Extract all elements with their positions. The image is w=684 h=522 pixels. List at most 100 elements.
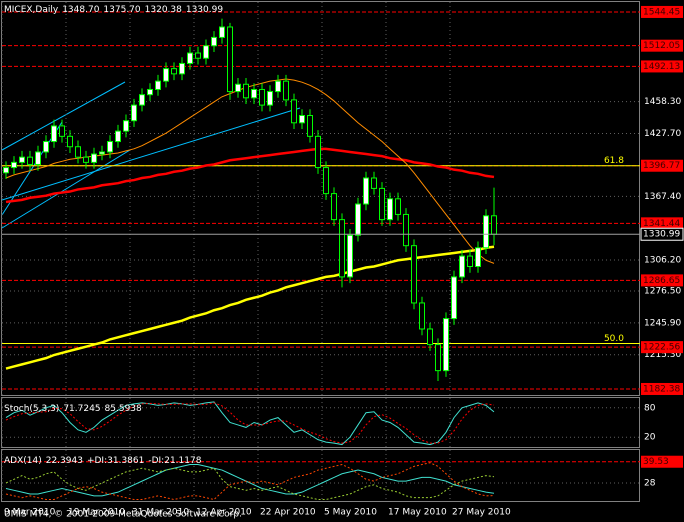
trend-line [1, 149, 131, 229]
candle-body [67, 135, 73, 148]
level-label: 1341.44 [643, 219, 680, 229]
level-label: 1544.45 [643, 7, 680, 17]
candle-body [203, 45, 209, 59]
candle-body [171, 68, 177, 75]
level-label-box [641, 60, 683, 73]
candle-body [379, 187, 385, 221]
candle-body [419, 302, 425, 330]
x-tick-label: 12 Apr 2010 [196, 508, 252, 518]
candle-body [123, 120, 129, 132]
current-price-box [640, 227, 684, 241]
candle-body [211, 36, 217, 47]
candle-body [19, 156, 25, 163]
candle-body [59, 125, 65, 137]
current-price-label: 1330.99 [643, 230, 680, 240]
candle-body [251, 88, 257, 99]
y-tick-label: 28 [644, 478, 656, 488]
x-tick-label: 22 Apr 2010 [260, 508, 316, 518]
trend-line [1, 107, 301, 201]
level-label-box [641, 5, 683, 18]
candle-body [355, 203, 361, 236]
candle-body [331, 193, 337, 221]
level-label-box [641, 217, 683, 230]
candle-body [75, 146, 81, 158]
candle-body [299, 115, 305, 124]
x-tick-label: 27 May 2010 [452, 508, 511, 518]
candle-body [243, 83, 249, 99]
indicator-line [5, 467, 495, 501]
level-label: 39.53 [643, 457, 669, 467]
candle-body [467, 255, 473, 267]
candle-body [371, 177, 377, 189]
level-label-box [641, 455, 683, 468]
candle-body [411, 245, 417, 304]
level-label-box [641, 341, 683, 354]
fibo-label: 61.8 [604, 156, 624, 166]
y-tick-label: 20 [644, 433, 656, 443]
candle-body [91, 153, 97, 163]
level-label: 1396.77 [643, 161, 680, 171]
candle-body [315, 135, 321, 169]
candle-body [259, 88, 265, 106]
indicator-title: ADX(14) 22.3943 +DI:31.3861 -DI:21.1178 [4, 456, 202, 466]
candle-body [307, 115, 313, 137]
indicator-name: Stoch(5,3,3) [4, 404, 59, 414]
candle-body [491, 215, 497, 235]
level-label: 1222.56 [643, 343, 680, 353]
y-tick-label: 1458.30 [644, 97, 681, 107]
indicator-line [5, 401, 495, 446]
candle-body [475, 247, 481, 267]
x-tick-label: 5 May 2010 [324, 508, 377, 518]
candle-body [235, 83, 241, 93]
level-label-box [641, 382, 683, 395]
candle-body [451, 276, 457, 320]
indicator-line [5, 402, 495, 444]
candle-body [227, 26, 233, 93]
x-tick-label: 31 Mar 2010 [132, 508, 189, 518]
candle-body [43, 141, 49, 153]
level-label: 1182.38 [643, 384, 680, 394]
indicator-name: ADX(14) [4, 456, 42, 466]
ohlc-value: 1320.38 [145, 5, 182, 15]
copyright: UMIS MT4, © 2001-2009 MetaQuotes Softwar… [4, 510, 242, 520]
candle-body [131, 104, 137, 122]
candle-body [99, 151, 105, 155]
chart-header: MICEX,Daily 1348.70 1375.70 1320.38 1330.99 [4, 5, 223, 15]
level-label: 1492.13 [643, 62, 680, 72]
level-label-box [641, 39, 683, 52]
series-value: 31.3861 [107, 456, 144, 466]
y-tick-label: 1276.50 [644, 286, 681, 296]
candle-body [275, 80, 281, 93]
candle-body [435, 344, 441, 372]
candle-body [3, 167, 9, 174]
x-tick-label: 19 Mar 2010 [68, 508, 125, 518]
candle-body [387, 198, 393, 221]
candle-body [147, 88, 153, 96]
ohlc-value: 1348.70 [62, 5, 99, 15]
candle-body [291, 99, 297, 124]
series-value: 85.5938 [105, 404, 142, 414]
candle-body [483, 215, 489, 249]
indicator-line [5, 147, 495, 204]
candle-body [347, 234, 353, 278]
candle-body [427, 328, 433, 346]
level-label: 1512.05 [643, 41, 680, 51]
indicator-title: Stoch(5,3,3) 71.7245 85.5938 [4, 404, 142, 414]
y-tick-label: 1306.20 [644, 256, 681, 266]
candle-body [163, 68, 169, 82]
indicator-line [5, 464, 495, 497]
candle-body [179, 62, 185, 75]
y-tick-label: 1245.90 [644, 318, 681, 328]
fibo-label: 50.0 [604, 334, 624, 344]
candle-body [459, 255, 465, 278]
y-tick-label: 1367.40 [644, 192, 681, 202]
x-tick-label: 9 Mar 2010 [4, 508, 56, 518]
candle-body [339, 219, 345, 278]
y-tick-label: 1427.70 [644, 129, 681, 139]
series-value: 22.3943 [46, 456, 83, 466]
ohlc-value: 1330.99 [186, 5, 223, 15]
candle-body [51, 125, 57, 143]
candle-body [283, 80, 289, 101]
x-tick-label: 17 May 2010 [388, 508, 447, 518]
